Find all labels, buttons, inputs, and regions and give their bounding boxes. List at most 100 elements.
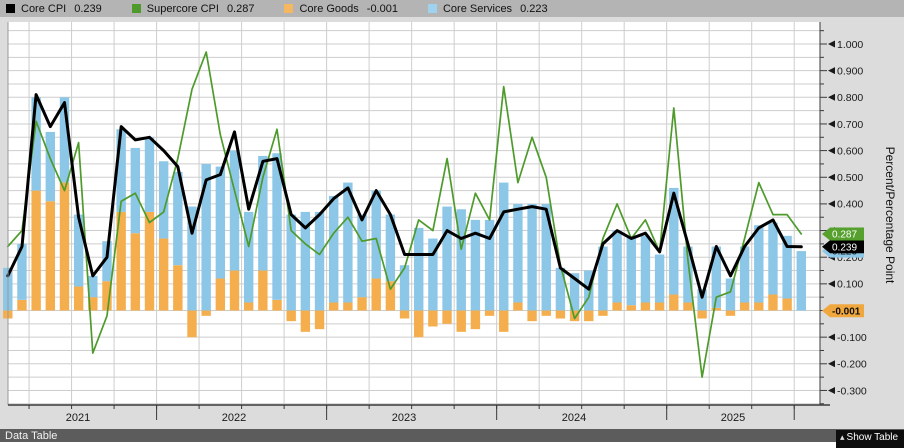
core-services-bar bbox=[31, 97, 41, 191]
y-tick-arrow-icon bbox=[828, 200, 835, 208]
core-services-bar bbox=[626, 235, 636, 306]
core-services-bar bbox=[102, 241, 112, 282]
core-services-bar bbox=[73, 214, 84, 287]
y-tick-label: 0.900 bbox=[837, 65, 863, 77]
core-goods-bar bbox=[31, 190, 41, 311]
core-services-bar bbox=[45, 131, 56, 202]
chart-legend: Core CPI 0.239 Supercore CPI 0.287 Core Good… bbox=[0, 0, 904, 17]
axis-tag-0.287: 0.287 bbox=[822, 227, 864, 241]
core-services-bar bbox=[669, 187, 679, 295]
core-goods-bar bbox=[102, 281, 112, 311]
y-tick-arrow-icon bbox=[828, 67, 835, 75]
core-services-bar bbox=[272, 153, 282, 300]
core-goods-bar bbox=[541, 310, 551, 316]
x-axis-ticks: 2021 2022 2023 2024 2025 bbox=[28, 405, 795, 424]
core-goods-bar bbox=[428, 310, 438, 327]
core-services-bar bbox=[88, 275, 98, 298]
core-services-bar bbox=[357, 214, 367, 298]
core-services-bar bbox=[555, 267, 566, 311]
y-tick-arrow-icon bbox=[828, 147, 835, 155]
core-goods-bar bbox=[258, 270, 268, 311]
legend-value: 0.223 bbox=[520, 2, 548, 15]
core-goods-bar bbox=[201, 310, 211, 316]
core-cpi-line bbox=[6, 93, 803, 299]
core-goods-bar bbox=[612, 302, 622, 311]
core-services-bar bbox=[385, 214, 396, 282]
x-year-label: 2023 bbox=[392, 412, 416, 424]
core-goods-bar bbox=[116, 211, 126, 311]
x-year-label: 2025 bbox=[721, 412, 745, 424]
axis-tag-label: 0.239 bbox=[832, 242, 857, 253]
core-goods-bar bbox=[683, 302, 693, 311]
core-cpi-swatch-icon bbox=[6, 4, 15, 13]
y-tick-arrow-icon bbox=[828, 333, 835, 341]
core-services-bar bbox=[569, 273, 580, 311]
core-services-bar bbox=[243, 211, 254, 303]
core-goods-bar bbox=[229, 270, 240, 311]
core-goods-bar bbox=[314, 310, 325, 330]
core-goods-bar bbox=[272, 299, 282, 311]
core-goods-bar bbox=[555, 310, 566, 319]
data-table-bar[interactable]: Data Table bbox=[0, 429, 904, 442]
x-year-label: 2022 bbox=[222, 412, 246, 424]
core-goods-bar bbox=[513, 302, 523, 311]
core-goods-bar bbox=[73, 286, 84, 311]
legend-item-core-cpi[interactable]: Core CPI 0.239 bbox=[6, 3, 102, 15]
data-table-label: Data Table bbox=[5, 430, 58, 442]
plot-area bbox=[8, 22, 820, 405]
core-services-bar bbox=[697, 289, 707, 311]
core-services-swatch-icon bbox=[427, 4, 437, 13]
legend-value: 0.239 bbox=[74, 2, 102, 15]
caret-up-icon: ▴ bbox=[840, 432, 845, 442]
core-services-bar bbox=[258, 155, 268, 271]
core-goods-bar bbox=[144, 211, 155, 311]
core-services-bar bbox=[739, 246, 750, 303]
legend-value: -0.001 bbox=[366, 2, 398, 15]
y-tick-label: 0.400 bbox=[837, 199, 863, 211]
core-goods-bar bbox=[768, 294, 778, 311]
core-services-bar bbox=[130, 147, 141, 234]
core-goods-swatch-icon bbox=[284, 4, 294, 13]
core-services-bar bbox=[442, 206, 452, 311]
core-services-bar bbox=[17, 243, 27, 300]
core-goods-bar bbox=[782, 298, 792, 311]
core-services-bar bbox=[399, 265, 410, 311]
core-services-bar bbox=[286, 214, 296, 311]
core-services-bar bbox=[711, 246, 721, 308]
core-goods-bar bbox=[173, 265, 183, 311]
core-goods-bar bbox=[158, 238, 169, 311]
legend-item-core-goods[interactable]: Core Goods -0.001 bbox=[284, 3, 398, 15]
show-table-button[interactable]: ▴ Show Table bbox=[836, 430, 904, 448]
y-tick-arrow-icon bbox=[828, 120, 835, 128]
core-services-bar bbox=[371, 190, 381, 279]
core-services-bar bbox=[428, 238, 438, 311]
axis-tag-label: 0.287 bbox=[832, 230, 857, 241]
core-goods-bar bbox=[88, 297, 98, 311]
y-tick-label: 0.500 bbox=[837, 172, 863, 184]
supercore-line bbox=[6, 51, 803, 378]
core-goods-bar bbox=[45, 201, 56, 311]
core-services-bar bbox=[144, 137, 155, 212]
legend-item-supercore-cpi[interactable]: Supercore CPI 0.287 bbox=[131, 3, 254, 15]
core-goods-bar bbox=[484, 310, 495, 316]
y-tick-arrow-icon bbox=[828, 280, 835, 288]
core-goods-bar bbox=[442, 310, 452, 324]
core-services-bar bbox=[484, 219, 495, 311]
core-services-bar bbox=[513, 203, 523, 303]
y-tick-arrow-icon bbox=[828, 386, 835, 394]
core-goods-bar bbox=[527, 310, 537, 322]
core-services-bar bbox=[640, 235, 651, 303]
core-goods-bar bbox=[754, 302, 764, 311]
core-services-bar bbox=[598, 246, 608, 311]
core-goods-bar bbox=[725, 310, 736, 316]
core-goods-bar bbox=[399, 310, 410, 319]
y-tick-label: 0.600 bbox=[837, 145, 863, 157]
core-goods-bar bbox=[456, 310, 466, 332]
core-services-bar bbox=[414, 227, 424, 311]
legend-label: Core CPI bbox=[21, 2, 67, 15]
core-goods-bar bbox=[669, 294, 679, 311]
core-services-bar bbox=[527, 203, 537, 311]
legend-item-core-services[interactable]: Core Services 0.223 bbox=[427, 2, 548, 15]
core-goods-bar bbox=[371, 278, 381, 311]
